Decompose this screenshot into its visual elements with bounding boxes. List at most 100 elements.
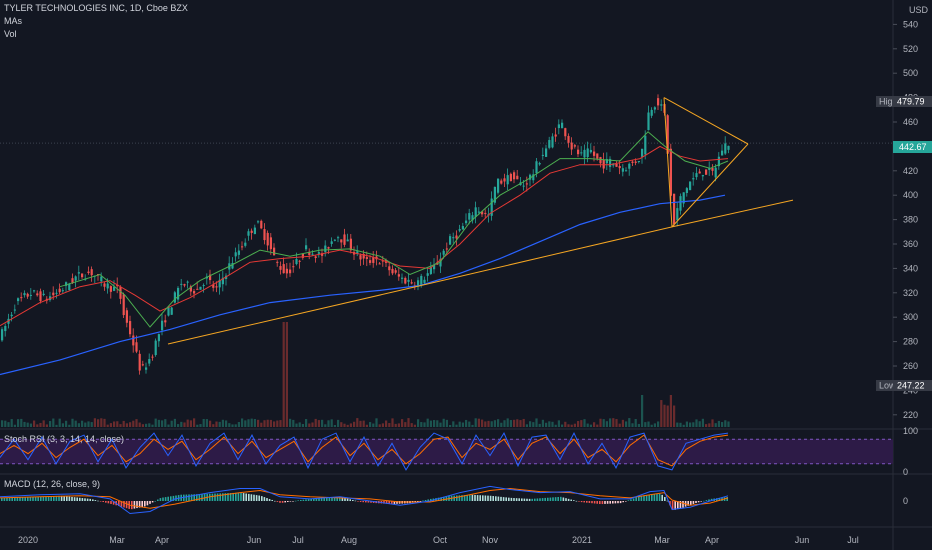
volume-bar bbox=[557, 420, 560, 427]
price-tick-label: 280 bbox=[903, 337, 918, 347]
candle-body bbox=[657, 98, 660, 106]
volume-bar bbox=[33, 420, 36, 427]
candle-body bbox=[202, 285, 205, 287]
volume-bar bbox=[669, 395, 672, 427]
macd-histogram-bar bbox=[492, 496, 494, 501]
macd-histogram-bar bbox=[305, 499, 307, 501]
candle-body bbox=[247, 231, 250, 236]
volume-bar bbox=[308, 423, 311, 427]
drawing-tools[interactable] bbox=[167, 97, 794, 345]
high-value-badge bbox=[893, 96, 932, 107]
candle-body bbox=[541, 154, 544, 156]
volume-bar bbox=[154, 418, 157, 427]
macd-histogram-bar bbox=[196, 494, 198, 501]
time-axis[interactable]: 2020 Mar Apr Jun Jul Aug Oct Nov 2021 Mar Apr Jun Ju… bbox=[18, 535, 859, 545]
volume-bar bbox=[455, 424, 458, 427]
candle-body bbox=[269, 237, 272, 250]
volume-bar bbox=[605, 421, 608, 427]
macd-histogram-bar bbox=[466, 494, 468, 501]
candle-body bbox=[717, 156, 720, 167]
volume-bar bbox=[257, 419, 260, 427]
candle-body bbox=[215, 286, 218, 288]
macd-histogram-bar bbox=[167, 496, 169, 501]
candle-body bbox=[212, 284, 215, 288]
candle-body bbox=[330, 241, 333, 244]
macd-histogram-bar bbox=[544, 497, 546, 501]
volume-bar bbox=[100, 418, 103, 427]
last-price-badge bbox=[893, 141, 932, 153]
macd-histogram-bar bbox=[112, 501, 115, 505]
candle-body bbox=[87, 271, 90, 274]
volume-bar bbox=[109, 423, 112, 427]
candle-body bbox=[237, 250, 240, 255]
volume-bar bbox=[356, 418, 359, 427]
price-tick-label: 340 bbox=[903, 263, 918, 273]
last-price-text: 442.67 bbox=[899, 142, 927, 152]
macd-histogram-bar bbox=[105, 501, 107, 503]
support-trendline bbox=[167, 199, 794, 345]
stoch-tick-label: 100 bbox=[903, 426, 918, 436]
macd-histogram-bar bbox=[554, 497, 557, 501]
macd-pane[interactable]: 0 bbox=[0, 485, 908, 515]
macd-histogram-bar bbox=[357, 501, 359, 502]
macd-histogram-bar bbox=[396, 501, 398, 504]
macd-histogram-bar bbox=[440, 497, 442, 501]
macd-histogram-bar bbox=[34, 496, 37, 501]
volume-bar bbox=[596, 424, 599, 427]
volume-bar bbox=[129, 422, 132, 427]
macd-histogram-bar bbox=[591, 501, 593, 504]
macd-histogram-bar bbox=[258, 495, 260, 501]
volume-bar bbox=[292, 419, 295, 427]
volume-bar bbox=[541, 419, 544, 427]
macd-histogram-bar bbox=[588, 501, 591, 503]
volume-bar bbox=[61, 423, 64, 427]
macd-histogram-bar bbox=[531, 498, 533, 501]
volume-bar bbox=[45, 424, 48, 427]
candle-body bbox=[433, 264, 436, 270]
macd-histogram-bar bbox=[94, 500, 97, 501]
candle-body bbox=[263, 229, 266, 241]
volume-bar bbox=[23, 421, 26, 427]
macd-histogram-bar bbox=[419, 501, 422, 502]
macd-histogram-bar bbox=[417, 501, 419, 502]
legend-mas[interactable]: MAs bbox=[4, 16, 23, 26]
candle-body bbox=[305, 245, 308, 250]
macd-histogram-bar bbox=[656, 494, 658, 501]
volume-bar bbox=[221, 419, 224, 427]
volume-bar bbox=[269, 419, 272, 427]
candle-body bbox=[285, 268, 288, 274]
candle-body bbox=[349, 238, 352, 251]
macd-histogram-bar bbox=[552, 497, 554, 501]
candle-body bbox=[573, 145, 576, 147]
candle-body bbox=[74, 276, 77, 281]
candle-body bbox=[420, 275, 423, 286]
volume-bar bbox=[673, 405, 676, 427]
macd-histogram-bar bbox=[580, 501, 583, 503]
stoch-rsi-pane[interactable]: 0 100 bbox=[0, 426, 918, 477]
macd-histogram-bar bbox=[705, 500, 708, 501]
candle-body bbox=[567, 135, 570, 143]
volume-bar bbox=[497, 419, 500, 427]
macd-histogram-bar bbox=[248, 493, 250, 501]
macd-histogram-bar bbox=[92, 499, 94, 501]
volume-bar bbox=[49, 421, 52, 427]
candle-body bbox=[113, 286, 116, 291]
volume-bar bbox=[97, 419, 100, 427]
legend-vol[interactable]: Vol bbox=[4, 29, 17, 39]
macd-histogram-bar bbox=[349, 499, 351, 501]
macd-histogram-bar bbox=[547, 497, 549, 501]
candle-body bbox=[4, 325, 7, 332]
time-tick-label: Apr bbox=[705, 535, 719, 545]
volume-bar bbox=[413, 424, 416, 427]
macd-histogram-bar bbox=[71, 496, 73, 501]
volume-bar bbox=[487, 420, 490, 427]
macd-histogram-bar bbox=[214, 493, 216, 501]
macd-histogram-bar bbox=[326, 497, 328, 501]
volume-bar bbox=[420, 422, 423, 427]
macd-histogram-bar bbox=[60, 495, 63, 501]
volume-bar bbox=[468, 421, 471, 427]
candle-body bbox=[666, 115, 669, 154]
macd-histogram-bar bbox=[497, 496, 500, 501]
volume-bar bbox=[404, 422, 407, 427]
